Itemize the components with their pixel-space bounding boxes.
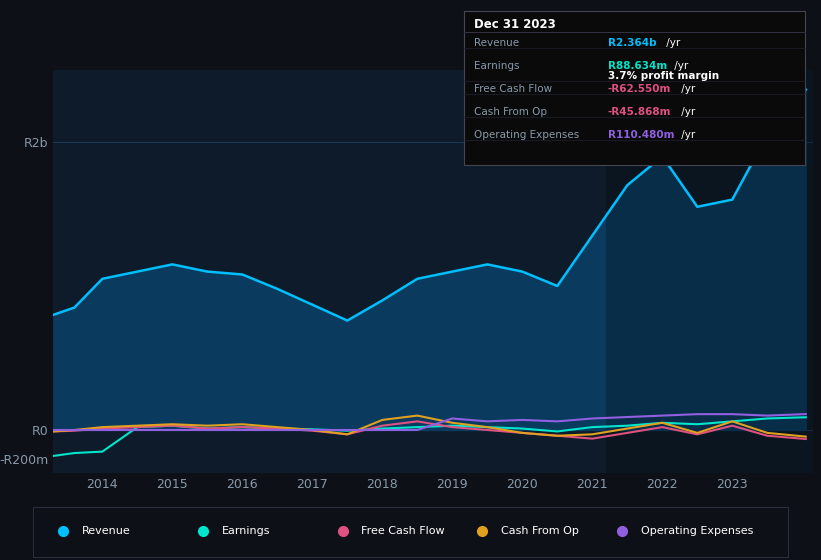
Text: Free Cash Flow: Free Cash Flow bbox=[361, 526, 445, 536]
Text: Revenue: Revenue bbox=[474, 38, 519, 48]
Text: /yr: /yr bbox=[678, 107, 695, 117]
Text: -R62.550m: -R62.550m bbox=[608, 84, 671, 94]
Text: /yr: /yr bbox=[671, 61, 688, 71]
Text: R110.480m: R110.480m bbox=[608, 130, 674, 140]
Text: -R45.868m: -R45.868m bbox=[608, 107, 671, 117]
Text: Earnings: Earnings bbox=[222, 526, 270, 536]
Text: R88.634m: R88.634m bbox=[608, 61, 667, 71]
Text: /yr: /yr bbox=[678, 130, 695, 140]
Text: /yr: /yr bbox=[663, 38, 681, 48]
Text: /yr: /yr bbox=[678, 84, 695, 94]
Text: 3.7% profit margin: 3.7% profit margin bbox=[608, 71, 718, 81]
Bar bbox=[607, 70, 813, 473]
Text: Cash From Op: Cash From Op bbox=[474, 107, 547, 117]
Text: Operating Expenses: Operating Expenses bbox=[474, 130, 579, 140]
Text: Free Cash Flow: Free Cash Flow bbox=[474, 84, 552, 94]
Text: Operating Expenses: Operating Expenses bbox=[641, 526, 753, 536]
Text: Earnings: Earnings bbox=[474, 61, 519, 71]
Text: Cash From Op: Cash From Op bbox=[501, 526, 579, 536]
Text: Dec 31 2023: Dec 31 2023 bbox=[474, 18, 556, 31]
Text: R2.364b: R2.364b bbox=[608, 38, 656, 48]
Text: Revenue: Revenue bbox=[82, 526, 131, 536]
